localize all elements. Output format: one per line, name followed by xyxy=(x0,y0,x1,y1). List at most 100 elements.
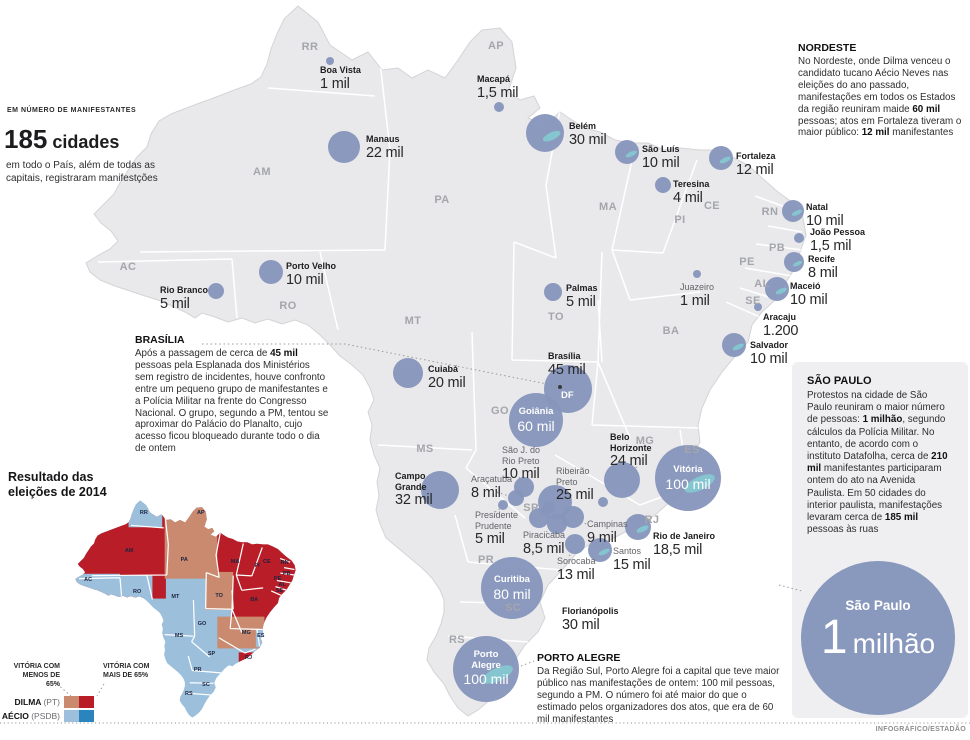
water-accent xyxy=(719,156,731,164)
legend-swatch-aécio-light xyxy=(64,710,79,722)
note-body-brasilia: Após a passagem de cerca de 45 mil pesso… xyxy=(135,348,329,455)
mini-state-label-AM: AM xyxy=(124,548,134,555)
city-circle-dot-a xyxy=(598,497,608,507)
city-circle-presidente-prudente xyxy=(498,500,508,510)
note-box-nordeste: NORDESTE No Nordeste, onde Dilma venceu … xyxy=(798,42,962,139)
state-label-CE: CE xyxy=(703,200,721,212)
water-accent xyxy=(791,209,802,216)
note-title-nordeste: NORDESTE xyxy=(798,42,857,54)
city-circle-natal xyxy=(782,200,804,222)
city-circle-macapa xyxy=(494,102,504,112)
mini-state-label-AP: AP xyxy=(196,509,205,516)
city-circle-piracicaba xyxy=(547,514,567,534)
state-label-PA: PA xyxy=(434,194,450,206)
water-accent xyxy=(775,287,787,295)
cities-count: 185 xyxy=(4,124,48,154)
election-region-5 xyxy=(164,503,221,579)
legend-swatch-dilma-dark xyxy=(79,696,94,708)
city-circle-dot-b xyxy=(529,508,549,528)
mini-state-label-TO: TO xyxy=(215,592,223,599)
mini-state-label-AL: AL xyxy=(278,582,286,589)
mini-state-label-SP: SP xyxy=(207,650,216,657)
note-title-porto-alegre: PORTO ALEGRE xyxy=(537,652,621,664)
mini-state-label-MS: MS xyxy=(174,632,184,639)
note-box-brasilia: BRASÍLIA Após a passagem de cerca de 45 … xyxy=(135,334,331,455)
city-circle-rio-branco xyxy=(208,283,224,299)
state-label-RR: RR xyxy=(301,41,319,53)
mini-state-label-MA: MA xyxy=(230,558,240,565)
state-label-AL: AL xyxy=(754,278,770,290)
state-label-AM: AM xyxy=(253,166,271,178)
city-circle-joao-pessoa xyxy=(794,233,804,243)
city-circle-curitiba xyxy=(481,557,543,619)
water-accent xyxy=(482,665,513,684)
mini-state-label-MT: MT xyxy=(171,593,180,600)
state-label-RN: RN xyxy=(761,206,779,218)
election-region-10 xyxy=(255,628,267,648)
city-circle-fortaleza xyxy=(709,146,733,170)
credit: INFOGRÁFICO/ESTADÃO xyxy=(875,726,966,733)
state-label-SP: SP xyxy=(523,502,539,514)
city-circle-salvador xyxy=(722,333,746,357)
state-label-MT: MT xyxy=(404,315,422,327)
water-accent xyxy=(792,260,803,267)
election-regions xyxy=(75,500,296,718)
water-accent xyxy=(636,525,649,533)
big-circle-sao-paulo xyxy=(801,561,955,715)
city-circle-sao-luis xyxy=(615,140,639,164)
state-borders xyxy=(97,61,803,643)
city-circle-manaus xyxy=(328,131,360,163)
state-label-BA: BA xyxy=(662,325,680,337)
mini-state-borders xyxy=(78,517,295,696)
note-body-sao-paulo: Protestos na cidade de São Paulo reunira… xyxy=(807,390,948,536)
city-circle-aracaju xyxy=(754,303,762,311)
mini-state-label-MG: MG xyxy=(241,630,251,637)
legend-label-more: VITÓRIA COM MAIS DE 65% xyxy=(103,663,150,679)
state-label-SC: SC xyxy=(504,602,522,614)
city-circle-cuiaba xyxy=(393,358,423,388)
city-circle-brasilia xyxy=(544,365,592,413)
legend-swatch-aécio-dark xyxy=(79,710,94,722)
mini-state-label-PB: PB xyxy=(282,571,291,578)
state-label-TO: TO xyxy=(548,311,564,323)
state-label-SE: SE xyxy=(745,295,761,307)
mini-state-label-RN: RN xyxy=(280,560,289,567)
city-circle-recife xyxy=(784,252,804,272)
state-label-ES: ES xyxy=(684,444,700,456)
state-label-MG: MG xyxy=(635,435,655,447)
mini-state-label-PE: PE xyxy=(273,575,282,582)
water-accent xyxy=(732,343,744,351)
mini-state-label-CE: CE xyxy=(263,558,271,565)
city-circle-porto-velho xyxy=(259,260,283,284)
state-label-RJ: RJ xyxy=(644,514,660,526)
note-title-sao-paulo: SÃO PAULO xyxy=(807,375,872,387)
mini-state-label-RO: RO xyxy=(133,589,142,596)
state-label-AP: AP xyxy=(487,40,505,52)
city-circle-rio-de-janeiro xyxy=(625,514,651,540)
election-title: Resultado das eleições de 2014 xyxy=(8,470,107,499)
mini-state-label-PR: PR xyxy=(193,666,202,673)
state-label-RS: RS xyxy=(448,634,466,646)
mini-state-label-PA: PA xyxy=(180,556,188,563)
water-accent xyxy=(625,150,637,158)
legend-row-aécio: AÉCIO (PSDB) xyxy=(1,711,60,721)
mini-state-label-SE: SE xyxy=(275,587,284,594)
big-circle-value: 1 milhão xyxy=(820,611,936,664)
city-circle-santos xyxy=(588,538,612,562)
city-circle-maceio xyxy=(765,277,789,301)
big-circle-label: São Paulo 1 milhão xyxy=(820,598,936,664)
df-label: DF xyxy=(561,390,574,401)
subtitle: em todo o País, além de todas as capitai… xyxy=(6,160,158,184)
city-circle-boa-vista xyxy=(326,57,334,65)
note-box-porto-alegre: PORTO ALEGRE Da Região Sul, Porto Alegre… xyxy=(537,652,783,726)
kicker: EM NÚMERO DE MANIFESTANTES xyxy=(7,107,137,114)
mini-state-label-RJ: RJ xyxy=(244,654,253,661)
note-body-nordeste: No Nordeste, onde Dilma venceu o candida… xyxy=(798,56,962,139)
state-label-GO: GO xyxy=(491,405,509,417)
city-circle-teresina xyxy=(655,177,671,193)
water-accent xyxy=(684,474,715,493)
brazil-silhouette xyxy=(85,5,807,717)
state-label-RO: RO xyxy=(279,300,297,312)
